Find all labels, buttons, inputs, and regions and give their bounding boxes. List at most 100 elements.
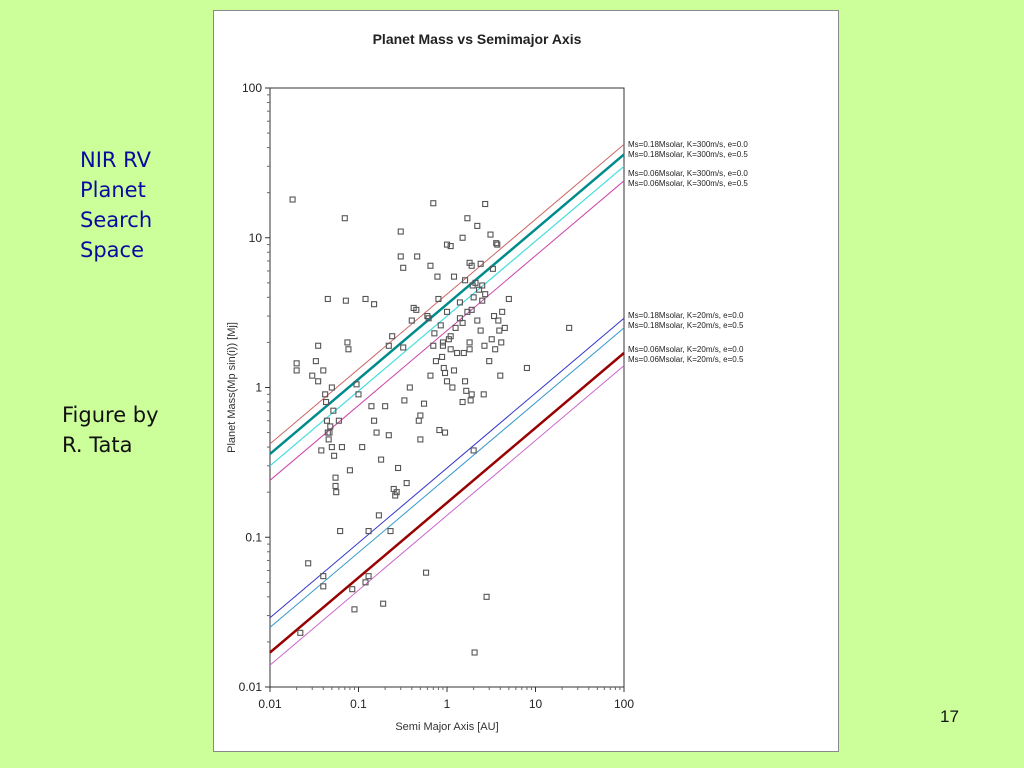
threshold-line [269, 365, 625, 666]
planet-point [443, 378, 451, 385]
planet-point [449, 384, 456, 391]
planet-point [472, 279, 479, 286]
legend-label: Ms=0.06Msolar, K=20m/s, e=0.5 [628, 355, 744, 364]
planet-point [320, 367, 327, 374]
planet-point [443, 308, 451, 315]
planet-point [326, 429, 333, 436]
planet-point [382, 403, 389, 410]
planet-point [417, 412, 424, 419]
planet-point [318, 447, 325, 454]
figure-credit: Figure by R. Tata [62, 400, 159, 460]
x-axis-label: Semi Major Axis [AU] [395, 721, 498, 733]
slide-number: 17 [940, 707, 959, 726]
planet-point [420, 400, 428, 407]
planet-point [325, 436, 332, 443]
threshold-line [269, 144, 625, 445]
x-tick-label: 10 [529, 697, 543, 711]
planet-point [463, 387, 470, 394]
planet-point [450, 273, 458, 280]
planet-point [371, 301, 378, 308]
planet-point [397, 253, 404, 260]
planet-point [482, 291, 489, 298]
x-tick-label: 100 [614, 697, 634, 711]
planet-mass-chart: Planet Mass vs Semimajor Axis 0.01 0.1 1 10 1… [226, 31, 748, 733]
planet-point [362, 579, 369, 586]
planet-point [337, 528, 344, 535]
planet-point [468, 262, 475, 269]
planet-point [430, 342, 437, 349]
planet-point [466, 339, 473, 346]
planet-point [425, 315, 432, 322]
planet-point [315, 378, 322, 385]
planet-point [460, 349, 467, 357]
planet-point [479, 282, 486, 289]
planet-point [459, 234, 466, 241]
threshold-line [269, 165, 625, 467]
planet-point [447, 333, 454, 340]
chart-title: Planet Mass vs Semimajor Axis [373, 31, 582, 47]
planet-point [493, 240, 500, 247]
planet-point [327, 423, 334, 430]
planet-point [566, 324, 573, 331]
planet-point [353, 381, 360, 388]
planet-point [333, 489, 340, 496]
planet-point [335, 417, 342, 424]
planet-point [322, 391, 329, 398]
planet-point [393, 489, 400, 496]
planet-point [488, 336, 495, 343]
y-tick-label: 1 [255, 381, 262, 395]
planet-point [289, 196, 296, 203]
planet-point [467, 397, 474, 404]
planet-point [434, 273, 441, 280]
planet-point [368, 403, 375, 410]
planet-point [431, 330, 438, 337]
planet-point [486, 358, 493, 365]
planet-point [496, 327, 503, 334]
planet-point [328, 384, 335, 391]
planet-point [437, 322, 444, 329]
planet-point [401, 397, 408, 404]
legend-label: Ms=0.18Msolar, K=20m/s, e=0.0 [628, 311, 744, 320]
chart-panel: Planet Mass vs Semimajor Axis 0.01 0.1 1 10 1… [213, 10, 839, 752]
planet-point [320, 573, 327, 580]
planet-point [408, 317, 415, 324]
x-tick-label: 0.01 [258, 697, 282, 711]
planet-point [474, 317, 481, 324]
y-tick-label: 0.01 [239, 680, 263, 694]
planet-point [375, 512, 382, 519]
x-tick-label: 1 [444, 697, 451, 711]
planet-point [494, 241, 501, 248]
legend-label: Ms=0.18Msolar, K=300m/s, e=0.5 [628, 150, 748, 159]
planet-point [452, 324, 459, 331]
planet-point [331, 452, 338, 459]
planet-point [315, 342, 322, 349]
planet-point [482, 200, 489, 208]
y-tick-label: 0.1 [245, 530, 262, 544]
caption-line: Search [80, 208, 153, 232]
planet-point [477, 327, 484, 334]
legend-label: Ms=0.06Msolar, K=20m/s, e=0.0 [628, 345, 744, 354]
planet-point [490, 313, 498, 320]
planet-point [330, 407, 337, 414]
planet-point [430, 200, 437, 207]
legend-label: Ms=0.06Msolar, K=300m/s, e=0.0 [628, 169, 748, 178]
planet-point [468, 306, 475, 313]
planet-point [417, 436, 424, 443]
planet-point [481, 342, 488, 349]
planet-point [406, 384, 413, 391]
planet-point [462, 277, 469, 284]
caption-line: NIR RV [80, 148, 151, 172]
planet-point [439, 339, 447, 346]
planet-point [480, 391, 487, 398]
planet-point [414, 253, 421, 260]
planet-point [459, 398, 466, 406]
planet-point [499, 308, 506, 315]
planet-point [365, 573, 372, 580]
planet-point [351, 606, 358, 613]
legend-label: Ms=0.18Msolar, K=20m/s, e=0.5 [628, 321, 744, 330]
planet-point [338, 444, 345, 451]
planet-point [443, 241, 451, 248]
planet-point [385, 432, 392, 439]
planet-point [312, 358, 319, 365]
planet-point [432, 358, 439, 365]
